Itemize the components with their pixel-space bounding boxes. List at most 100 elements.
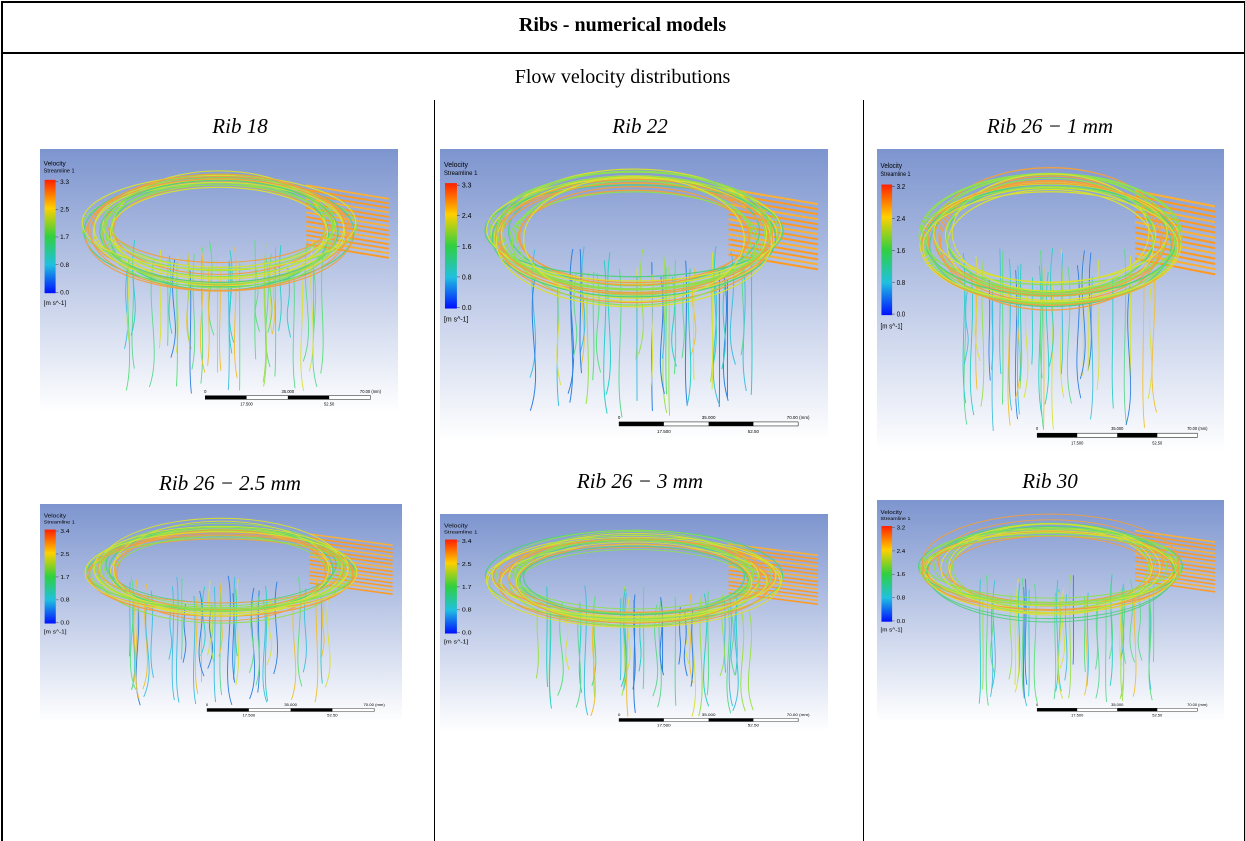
color-bar [445,183,457,308]
scale-label: 52.50 [748,723,760,727]
legend-title: Velocity [881,510,903,516]
scale-label: 70.00 (mm) [787,415,810,420]
panel-title: Rib 26 − 2.5 mm [40,471,420,496]
color-bar [45,530,56,624]
scale-segment [709,718,754,721]
legend-tick-label: 2.4 [462,213,472,220]
scale-segment [619,718,664,721]
table-subtitle: Flow velocity distributions [0,66,1245,89]
panel-title: Rib 30 [870,469,1230,494]
streamline-image: Velocity Streamline 1 3.3 2.5 1.7 0.8 0.0 [m s^… [40,149,398,412]
scale-segment [205,396,246,400]
legend-tick-label: 3.4 [60,529,70,534]
legend-tick-label: 0.0 [897,311,906,319]
legend-subtitle: Streamline 1 [444,530,478,535]
legend-title: Velocity [44,160,67,167]
legend-unit: [m s^-1] [444,639,469,645]
legend-tick-label: 1.6 [462,244,472,251]
legend-tick-label: 3.3 [60,179,69,186]
scale-label: 52.50 [748,429,760,434]
scale-label: 17.500 [657,429,671,434]
legend-tick-label: 0.0 [897,619,906,625]
legend-title: Velocity [444,162,468,169]
legend-tick-label: 0.0 [462,305,472,312]
legend-tick-label: 1.7 [462,585,472,591]
legend-tick-label: 0.0 [60,621,70,626]
scale-label: 0 [1036,703,1038,707]
legend-tick-label: 0.0 [462,630,472,636]
legend-tick-label: 3.4 [462,539,472,545]
scale-label: 17.500 [240,402,253,407]
scale-label: 52.50 [324,402,335,407]
header-rule [1,52,1244,54]
legend-tick-label: 3.2 [897,526,906,532]
panel-title: Rib 26 − 3 mm [440,469,840,494]
streamline-image: VelocityStreamline 13.42.51.70.80.0[m s^… [440,514,828,732]
streamline [1073,575,1074,664]
color-bar [445,540,457,634]
scale-label: 52.50 [327,714,337,718]
scale-label: 35.000 [702,713,717,717]
legend-title: Velocity [444,523,469,529]
scale-label: 35.000 [284,704,297,708]
scale-label: 35.000 [282,389,295,394]
scale-label: 17.500 [242,714,255,718]
scale-segment [1037,433,1077,437]
scale-label: 52.50 [1152,440,1163,445]
legend-unit: [m s^-1] [444,317,469,324]
streamline [620,598,621,680]
streamline-image: VelocityStreamline 13.22.41.60.80.0[m s^… [877,500,1224,722]
streamline [181,578,182,659]
streamline [1002,251,1003,404]
color-bar [881,526,892,622]
column-rule [863,100,864,841]
color-bar [45,180,56,293]
legend-tick-label: 0.8 [60,598,70,603]
scale-label: 70.00 (mm) [787,713,811,717]
scale-label: 70.00 (mm) [360,389,382,394]
scale-label: 0 [206,704,208,708]
legend-tick-label: 1.7 [60,575,69,580]
scale-segment [709,422,754,426]
scale-segment [1037,708,1077,711]
scale-label: 35.000 [1111,426,1124,431]
page: Ribs - numerical models Flow velocity di… [0,0,1245,841]
legend-tick-label: 1.7 [60,234,69,241]
scale-label: 52.50 [1152,714,1162,718]
legend-tick-label: 2.5 [60,207,69,214]
legend-unit: [m s^-1] [881,628,903,634]
legend-tick-label: 2.5 [462,562,472,568]
scale-label: 17.500 [1071,714,1083,718]
legend-unit: [m s^-1] [881,323,903,331]
scale-label: 17.500 [1071,440,1084,445]
background [40,149,398,412]
legend-tick-label: 3.2 [897,184,906,192]
streamline [666,267,667,394]
legend-unit: [m s^-1] [44,300,67,307]
legend-title: Velocity [44,514,66,519]
legend-subtitle: Streamline 1 [44,169,75,175]
legend-subtitle: Streamline 1 [881,172,911,178]
column-rule [434,100,435,841]
scale-segment [619,422,664,426]
scale-label: 35.000 [1111,703,1123,707]
streamline-image: VelocityStreamline 13.32.41.60.80.0[m s^… [440,149,828,440]
scale-segment [1117,708,1157,711]
legend-tick-label: 1.6 [897,248,906,256]
legend-title: Velocity [881,162,903,170]
scale-segment [291,708,333,711]
streamline-image: VelocityStreamline 13.42.51.70.80.0[m s^… [40,504,402,722]
legend-tick-label: 0.0 [60,290,69,297]
legend-tick-label: 2.4 [897,216,906,224]
legend-tick-label: 3.3 [462,183,472,190]
scale-segment [1117,433,1157,437]
panel-title: Rib 26 − 1 mm [870,114,1230,139]
streamline [1083,257,1084,376]
scale-label: 70.00 (mm) [1187,426,1208,431]
scale-label: 70.00 (mm) [363,704,385,708]
legend-tick-label: 1.6 [897,572,906,578]
scale-segment [207,708,249,711]
legend-tick-label: 0.8 [60,262,69,269]
legend-tick-label: 2.5 [60,552,70,557]
legend-tick-label: 0.8 [897,279,906,287]
